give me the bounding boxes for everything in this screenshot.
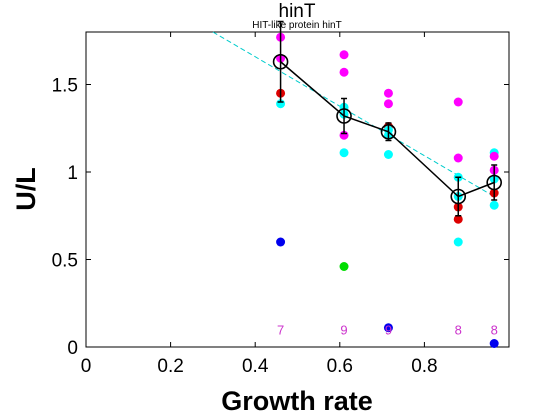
x-tick-label: 0.6 — [327, 356, 353, 377]
chart-subtitle: HIT-like protein hinT — [252, 20, 341, 31]
fit-line — [212, 31, 495, 197]
mean-marker — [380, 123, 397, 140]
y-tick-label: 0.5 — [52, 251, 78, 272]
count-labels-layer: 7 9 9 8 8 — [277, 323, 498, 338]
scatter-point — [383, 88, 393, 98]
scatter-point — [383, 99, 393, 109]
scatter-point — [453, 237, 463, 247]
scatter-point — [339, 148, 349, 158]
x-axis-ticks: 0 0.2 0.4 0.6 0.8 — [81, 32, 438, 377]
mean-marker — [486, 174, 502, 191]
scatter-point — [453, 97, 463, 107]
y-tick-label: 1.5 — [52, 76, 78, 97]
x-tick-label: 0.8 — [411, 356, 437, 377]
y-axis-ticks: 0 0.5 1 1.5 — [52, 76, 509, 359]
count-label: 9 — [385, 323, 392, 338]
count-label: 7 — [277, 323, 284, 338]
count-label: 8 — [455, 323, 462, 338]
mean-series-layer — [272, 20, 502, 217]
mean-marker — [450, 188, 467, 205]
fit-line-layer — [212, 31, 495, 197]
scatter-point — [453, 214, 463, 224]
scatter-point — [276, 237, 286, 247]
mean-marker — [336, 108, 352, 124]
x-tick-label: 0 — [81, 356, 92, 377]
y-axis-label: U/L — [11, 167, 41, 211]
count-label: 8 — [491, 323, 498, 338]
scatter-point — [383, 323, 393, 333]
scatter-point — [489, 200, 499, 210]
scatter-point — [453, 153, 463, 163]
plot-frame — [85, 31, 510, 348]
chart-title: hinT — [279, 1, 316, 22]
plot-area: 7 9 9 8 8 0 0.2 0.4 0.6 0.8 0 0.5 1 1.5 — [52, 20, 510, 377]
x-axis-label: Growth rate — [221, 386, 373, 416]
scatter-point — [489, 339, 499, 348]
scatter-point — [489, 151, 499, 161]
scatter-point — [339, 262, 349, 271]
y-tick-label: 0 — [67, 338, 78, 359]
scatter-point — [383, 150, 393, 159]
count-label: 9 — [340, 323, 347, 338]
mean-marker — [272, 53, 289, 70]
x-tick-label: 0.2 — [157, 356, 183, 377]
scatter-point — [339, 50, 349, 60]
y-tick-label: 1 — [67, 163, 78, 184]
x-tick-label: 0.4 — [242, 356, 269, 377]
scatter-point — [339, 67, 349, 77]
